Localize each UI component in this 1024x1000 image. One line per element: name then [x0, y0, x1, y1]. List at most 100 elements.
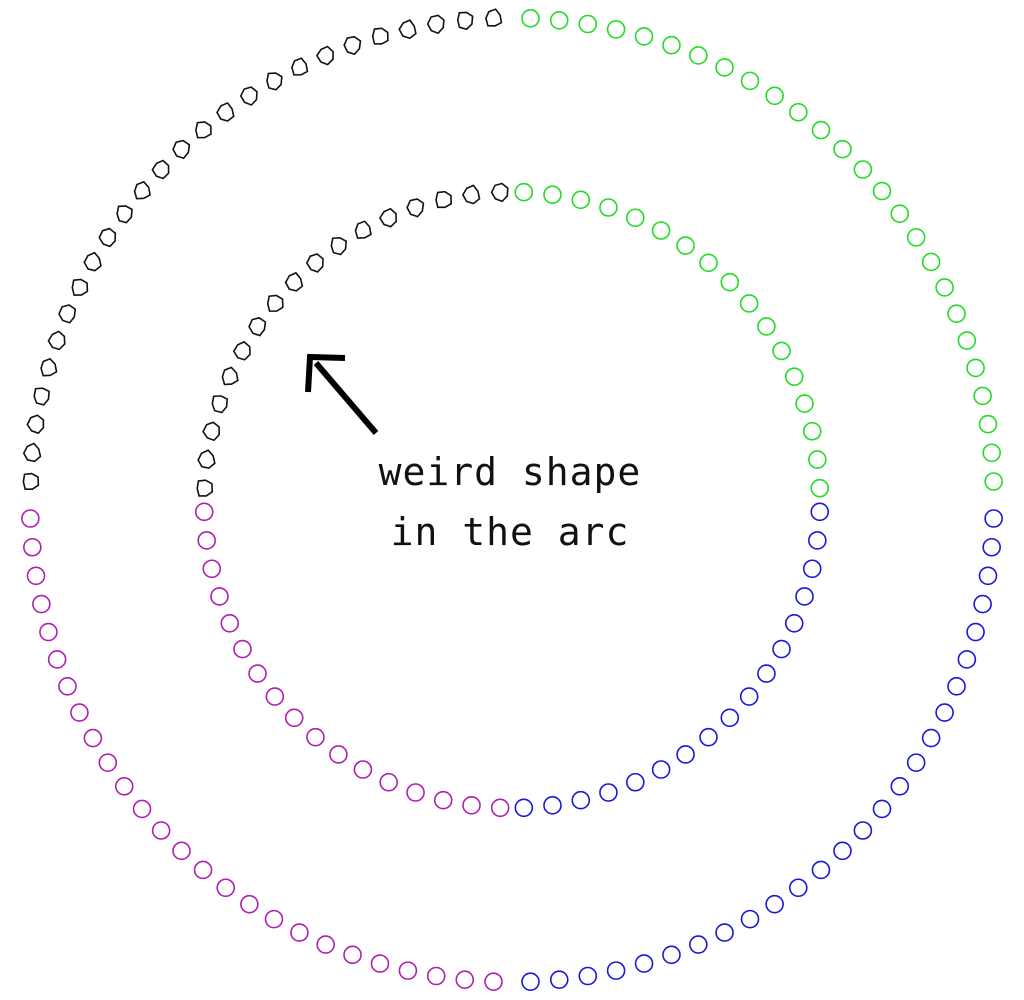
- circle-marker: [810, 502, 830, 522]
- circle-marker: [58, 677, 77, 696]
- irregular-marker: [371, 27, 389, 45]
- irregular-marker: [426, 14, 445, 35]
- circle-marker: [462, 796, 481, 815]
- circle-marker: [248, 664, 267, 683]
- irregular-marker: [330, 237, 348, 256]
- circle-marker: [193, 860, 213, 880]
- circle-marker: [921, 728, 941, 748]
- irregular-marker: [83, 251, 102, 272]
- circle-marker: [676, 745, 695, 764]
- circle-marker: [810, 478, 830, 498]
- arc-outer-bottom-left: [21, 509, 503, 991]
- circle-marker: [966, 358, 985, 378]
- circle-marker: [455, 970, 475, 989]
- circle-marker: [329, 745, 348, 764]
- circle-marker: [788, 102, 808, 122]
- arc-outer-top-right: [521, 9, 1003, 491]
- circle-marker: [699, 253, 718, 273]
- circle-marker: [521, 9, 540, 28]
- circle-marker: [233, 639, 252, 659]
- irregular-marker: [33, 387, 50, 406]
- irregular-marker: [485, 8, 503, 27]
- arc-outer-bottom-right: [521, 509, 1003, 991]
- circle-marker: [114, 776, 134, 796]
- circle-marker: [70, 703, 89, 722]
- circle-marker: [784, 614, 804, 633]
- circle-marker: [490, 798, 510, 818]
- circle-marker: [872, 181, 892, 201]
- circle-marker: [872, 799, 892, 819]
- circle-marker: [795, 394, 814, 413]
- circle-marker: [662, 35, 681, 55]
- circle-marker: [406, 783, 425, 802]
- circle-marker: [906, 228, 926, 247]
- circle-marker: [571, 790, 591, 810]
- arc-inner-bottom-right: [514, 502, 830, 818]
- circle-marker: [853, 160, 873, 179]
- circle-marker: [549, 970, 569, 989]
- circle-marker: [853, 821, 873, 840]
- irregular-marker: [196, 479, 214, 497]
- circle-marker: [23, 537, 42, 557]
- irregular-marker: [22, 472, 40, 491]
- circle-marker: [978, 414, 998, 434]
- circle-marker: [514, 798, 534, 818]
- circle-marker: [973, 594, 992, 614]
- arc-inner-bottom-left: [194, 502, 510, 818]
- arrow-shaft: [313, 361, 379, 435]
- circle-marker: [765, 86, 784, 106]
- irregular-marker: [202, 421, 220, 442]
- circle-marker: [957, 331, 977, 350]
- circle-marker: [343, 945, 362, 965]
- circle-marker: [210, 587, 229, 606]
- irregular-marker: [378, 207, 397, 228]
- circle-marker: [316, 935, 335, 954]
- circle-marker: [290, 923, 309, 942]
- circle-marker: [543, 796, 562, 815]
- circle-marker: [833, 841, 852, 861]
- circle-marker: [571, 190, 591, 210]
- circle-marker: [433, 790, 453, 810]
- irregular-marker: [354, 220, 372, 239]
- irregular-marker: [490, 182, 509, 203]
- circle-marker: [699, 727, 718, 747]
- circle-marker: [689, 46, 708, 65]
- circle-marker: [83, 728, 103, 748]
- circle-marker: [935, 703, 954, 722]
- arc-inner-top-left: [196, 182, 509, 497]
- irregular-marker: [232, 340, 251, 361]
- circle-marker: [220, 614, 240, 633]
- circle-marker: [370, 954, 390, 973]
- circle-marker: [802, 421, 822, 441]
- circle-marker: [26, 566, 46, 586]
- circle-marker: [973, 386, 992, 406]
- irregular-marker: [305, 253, 324, 273]
- irregular-marker: [221, 366, 239, 386]
- circle-marker: [808, 531, 827, 550]
- circle-marker: [599, 198, 618, 217]
- irregular-marker: [133, 180, 151, 200]
- circle-marker: [21, 509, 40, 528]
- circle-marker: [689, 935, 708, 954]
- circle-marker: [284, 708, 304, 728]
- irregular-marker: [406, 198, 425, 218]
- irregular-marker: [398, 19, 417, 40]
- circle-marker: [398, 961, 418, 980]
- annotation-line-2: in the arc: [390, 510, 630, 554]
- annotation-line-1: weird shape: [378, 450, 642, 494]
- circle-marker: [599, 783, 618, 802]
- circle-marker: [720, 272, 740, 292]
- circle-marker: [197, 531, 216, 550]
- circle-marker: [808, 450, 827, 469]
- arc-inner-top-right: [514, 182, 830, 498]
- circle-marker: [982, 537, 1001, 557]
- circle-marker: [788, 878, 808, 898]
- irregular-marker: [47, 330, 66, 351]
- circle-marker: [715, 923, 734, 942]
- circle-marker: [947, 677, 966, 696]
- irregular-marker: [22, 442, 42, 463]
- circle-marker: [957, 650, 977, 669]
- circle-marker: [634, 954, 654, 973]
- irregular-marker: [58, 304, 77, 324]
- circle-marker: [978, 566, 998, 586]
